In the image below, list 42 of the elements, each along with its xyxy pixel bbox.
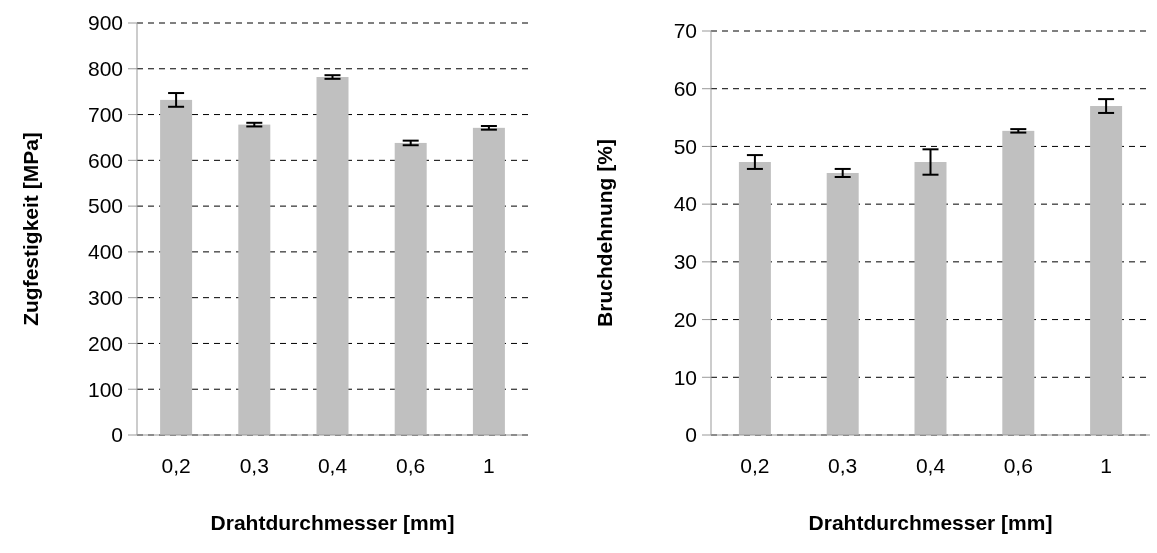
- bar: [472, 127, 505, 435]
- y-axis-title: Bruchdehnung [%]: [593, 139, 616, 327]
- x-tick-label: 0,2: [740, 454, 770, 477]
- x-tick-label: 0,6: [396, 454, 426, 477]
- bar: [316, 77, 349, 435]
- x-axis-title: Drahtdurchmesser [mm]: [210, 511, 455, 534]
- x-tick-label: 0,4: [317, 454, 348, 477]
- y-tick-label: 100: [87, 377, 123, 401]
- bar: [914, 162, 947, 435]
- bar: [826, 172, 859, 435]
- y-tick-label: 200: [87, 331, 123, 355]
- y-axis-title: Zugfestigkeit [MPa]: [19, 132, 42, 326]
- x-tick-label: 0,3: [239, 454, 269, 477]
- x-tick-label: 0,2: [161, 454, 191, 477]
- x-tick-label: 0,3: [828, 454, 858, 477]
- y-tick-label: 50: [673, 134, 697, 158]
- y-tick-label: 30: [673, 250, 697, 274]
- y-tick-label: 800: [87, 57, 123, 81]
- y-tick-label: 600: [87, 148, 123, 172]
- x-axis-title: Drahtdurchmesser [mm]: [808, 511, 1053, 534]
- y-tick-label: 10: [673, 365, 697, 389]
- y-tick-label: 500: [87, 194, 123, 218]
- x-tick-label: 0,6: [1003, 454, 1033, 477]
- y-tick-label: 0: [685, 423, 697, 447]
- y-tick-label: 40: [673, 192, 697, 216]
- y-tick-label: 300: [87, 286, 123, 310]
- x-tick-label: 1: [483, 454, 495, 477]
- y-tick-label: 700: [87, 102, 123, 126]
- y-tick-label: 70: [673, 19, 697, 43]
- y-tick-label: 60: [673, 77, 697, 101]
- y-tick-label: 900: [87, 11, 123, 35]
- bar: [238, 124, 271, 435]
- bar: [394, 142, 427, 435]
- bar: [1090, 106, 1123, 435]
- y-tick-label: 20: [673, 307, 697, 331]
- y-tick-label: 400: [87, 240, 123, 264]
- bar: [1002, 130, 1035, 435]
- x-tick-label: 0,4: [915, 454, 946, 477]
- bar: [160, 99, 193, 435]
- y-tick-label: 0: [111, 423, 123, 447]
- bar: [738, 162, 771, 435]
- x-tick-label: 1: [1100, 454, 1112, 477]
